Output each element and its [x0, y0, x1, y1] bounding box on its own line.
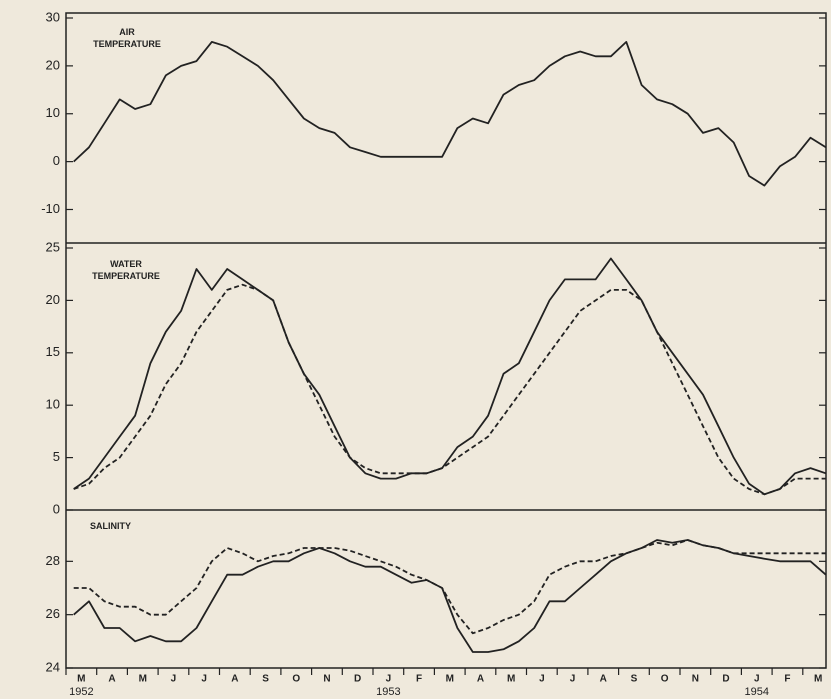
year-label: 1952	[69, 686, 93, 698]
y-tick-label: 26	[46, 606, 60, 621]
y-tick-label: 15	[46, 344, 60, 359]
y-tick-label: 0	[53, 153, 60, 168]
panel-title: AIR TEMPERATURE	[93, 27, 161, 49]
x-tick-label: D	[354, 674, 361, 685]
year-label: 1954	[745, 686, 769, 698]
x-tick-label: F	[416, 674, 422, 685]
x-tick-label: M	[77, 674, 85, 685]
x-tick-label: J	[386, 674, 392, 685]
x-tick-label: D	[722, 674, 729, 685]
panel-title: SALINITY	[90, 521, 132, 531]
x-tick-label: O	[661, 674, 669, 685]
x-tick-label: M	[507, 674, 515, 685]
y-tick-label: 10	[46, 397, 60, 412]
y-tick-label: 25	[46, 239, 60, 254]
panel-title: WATER TEMPERATURE	[92, 259, 160, 281]
frame	[65, 12, 827, 669]
x-tick-label: J	[539, 674, 545, 685]
x-tick-label: N	[323, 674, 330, 685]
x-tick-label: A	[477, 674, 484, 685]
x-tick-label: J	[171, 674, 177, 685]
x-tick-label: S	[631, 674, 638, 685]
y-tick-label: 20	[46, 57, 60, 72]
x-tick-label: A	[108, 674, 115, 685]
x-tick-label: F	[784, 674, 790, 685]
y-tick-label: 24	[46, 659, 60, 674]
data-line	[73, 539, 827, 653]
x-tick-label: O	[292, 674, 300, 685]
y-tick-label: 20	[46, 292, 60, 307]
y-tick-label: 10	[46, 105, 60, 120]
data-line	[73, 539, 826, 635]
y-tick-label: 30	[46, 9, 60, 24]
x-tick-label: N	[692, 674, 699, 685]
data-line	[73, 41, 827, 187]
x-tick-label: M	[814, 674, 822, 685]
x-tick-label: M	[139, 674, 147, 685]
y-tick-label: -10	[41, 201, 60, 216]
x-tick-label: S	[262, 674, 269, 685]
y-tick-label: 28	[46, 553, 60, 568]
x-tick-label: A	[600, 674, 607, 685]
x-tick-label: M	[446, 674, 454, 685]
x-tick-label: A	[231, 674, 238, 685]
data-line	[73, 257, 827, 496]
x-tick-label: J	[754, 674, 760, 685]
y-tick-label: 0	[53, 501, 60, 516]
x-tick-label: J	[201, 674, 207, 685]
y-tick-label: 5	[53, 449, 60, 464]
year-label: 1953	[376, 686, 400, 698]
x-tick-label: J	[570, 674, 576, 685]
data-line	[73, 283, 826, 496]
